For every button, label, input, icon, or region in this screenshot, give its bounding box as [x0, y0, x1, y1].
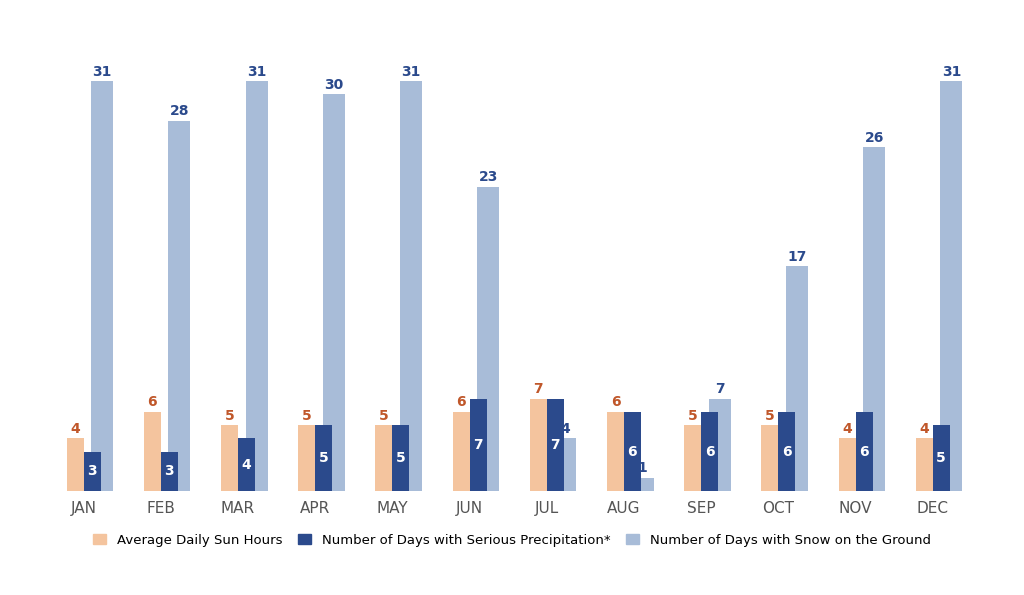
Bar: [323, 95, 345, 491]
Text: 4: 4: [242, 458, 251, 472]
Bar: [701, 412, 718, 491]
Bar: [632, 478, 653, 491]
Bar: [940, 81, 963, 491]
Bar: [453, 412, 470, 491]
Bar: [863, 148, 886, 491]
Text: 6: 6: [628, 444, 637, 459]
Text: 6: 6: [147, 395, 157, 409]
Text: 7: 7: [473, 438, 483, 452]
Text: 5: 5: [396, 451, 406, 465]
Text: 31: 31: [92, 64, 112, 79]
Text: 28: 28: [170, 104, 189, 118]
Bar: [298, 425, 315, 491]
Legend: Average Daily Sun Hours, Number of Days with Serious Precipitation*, Number of D: Average Daily Sun Hours, Number of Days …: [93, 534, 931, 547]
Bar: [709, 399, 731, 491]
Text: 7: 7: [534, 382, 543, 396]
Text: 6: 6: [782, 444, 792, 459]
Text: 6: 6: [610, 395, 621, 409]
Text: 6: 6: [859, 444, 868, 459]
Bar: [84, 452, 100, 491]
Text: 1: 1: [638, 462, 647, 475]
Text: 4: 4: [560, 422, 570, 436]
Bar: [246, 81, 267, 491]
Bar: [607, 412, 624, 491]
Text: 5: 5: [318, 451, 329, 465]
Bar: [762, 425, 778, 491]
Text: 4: 4: [71, 422, 80, 436]
Text: 5: 5: [224, 409, 234, 422]
Bar: [400, 81, 422, 491]
Bar: [143, 412, 161, 491]
Bar: [915, 439, 933, 491]
Text: 5: 5: [936, 451, 946, 465]
Bar: [470, 399, 486, 491]
Text: 17: 17: [787, 250, 807, 264]
Bar: [554, 439, 577, 491]
Text: 31: 31: [401, 64, 421, 79]
Text: 7: 7: [715, 382, 725, 396]
Bar: [529, 399, 547, 491]
Bar: [221, 425, 238, 491]
Bar: [778, 412, 796, 491]
Text: 3: 3: [165, 465, 174, 478]
Text: 5: 5: [688, 409, 697, 422]
Text: 7: 7: [551, 438, 560, 452]
Text: 6: 6: [705, 444, 715, 459]
Text: 5: 5: [379, 409, 389, 422]
Text: 31: 31: [247, 64, 266, 79]
Text: 4: 4: [842, 422, 852, 436]
Bar: [315, 425, 332, 491]
Text: 4: 4: [920, 422, 929, 436]
Bar: [624, 412, 641, 491]
Bar: [161, 452, 178, 491]
Bar: [786, 267, 808, 491]
Bar: [839, 439, 855, 491]
Bar: [238, 439, 255, 491]
Bar: [855, 412, 872, 491]
Bar: [477, 187, 500, 491]
Bar: [547, 399, 564, 491]
Bar: [67, 439, 84, 491]
Bar: [933, 425, 949, 491]
Text: 31: 31: [942, 64, 962, 79]
Bar: [376, 425, 392, 491]
Text: 3: 3: [87, 465, 97, 478]
Text: 5: 5: [765, 409, 775, 422]
Bar: [91, 81, 114, 491]
Text: 6: 6: [457, 395, 466, 409]
Text: 23: 23: [478, 170, 498, 184]
Bar: [168, 121, 190, 491]
Text: 26: 26: [864, 131, 884, 145]
Bar: [684, 425, 701, 491]
Bar: [392, 425, 410, 491]
Text: 5: 5: [302, 409, 311, 422]
Text: 30: 30: [325, 78, 343, 92]
